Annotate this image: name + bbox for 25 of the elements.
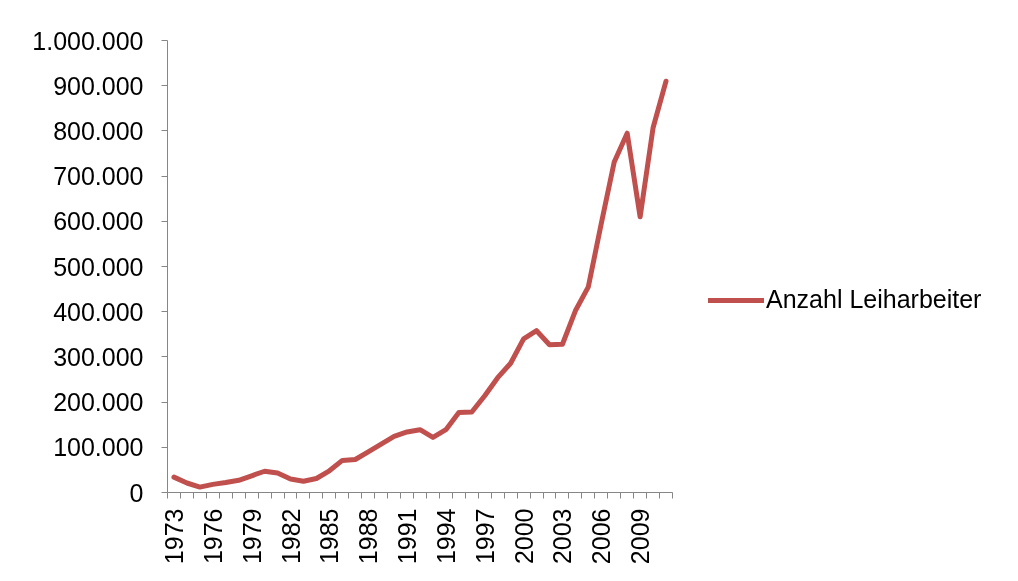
x-tick-label: 1988 — [354, 508, 383, 565]
y-tick-label: 600.000 — [53, 207, 144, 236]
y-tick-label: 1.000.000 — [32, 26, 144, 55]
x-tick-label: 2006 — [587, 508, 616, 565]
y-tick-label: 900.000 — [53, 71, 144, 100]
y-tick-label: 200.000 — [53, 388, 144, 417]
y-tick-label: 700.000 — [53, 162, 144, 191]
x-tick-label: 1973 — [159, 508, 188, 565]
x-tick-label: 2003 — [548, 508, 577, 565]
y-tick-label: 0 — [129, 478, 144, 507]
legend-label: Anzahl Leiharbeiter — [766, 285, 982, 314]
x-tick-label: 1997 — [470, 508, 499, 565]
y-tick-label: 100.000 — [53, 433, 144, 462]
x-tick-label: 1976 — [198, 508, 227, 565]
x-tick-label: 1979 — [237, 508, 266, 565]
x-tick-label: 1991 — [393, 508, 422, 565]
y-tick-label: 400.000 — [53, 297, 144, 326]
x-tick-label: 2000 — [509, 508, 538, 565]
x-tick-label: 1982 — [276, 508, 305, 565]
x-tick-label: 1985 — [315, 508, 344, 565]
y-tick-label: 800.000 — [53, 116, 144, 145]
y-tick-label: 300.000 — [53, 342, 144, 371]
y-tick-label: 500.000 — [53, 252, 144, 281]
x-tick-label: 2009 — [626, 508, 655, 565]
x-tick-label: 1994 — [431, 508, 460, 565]
